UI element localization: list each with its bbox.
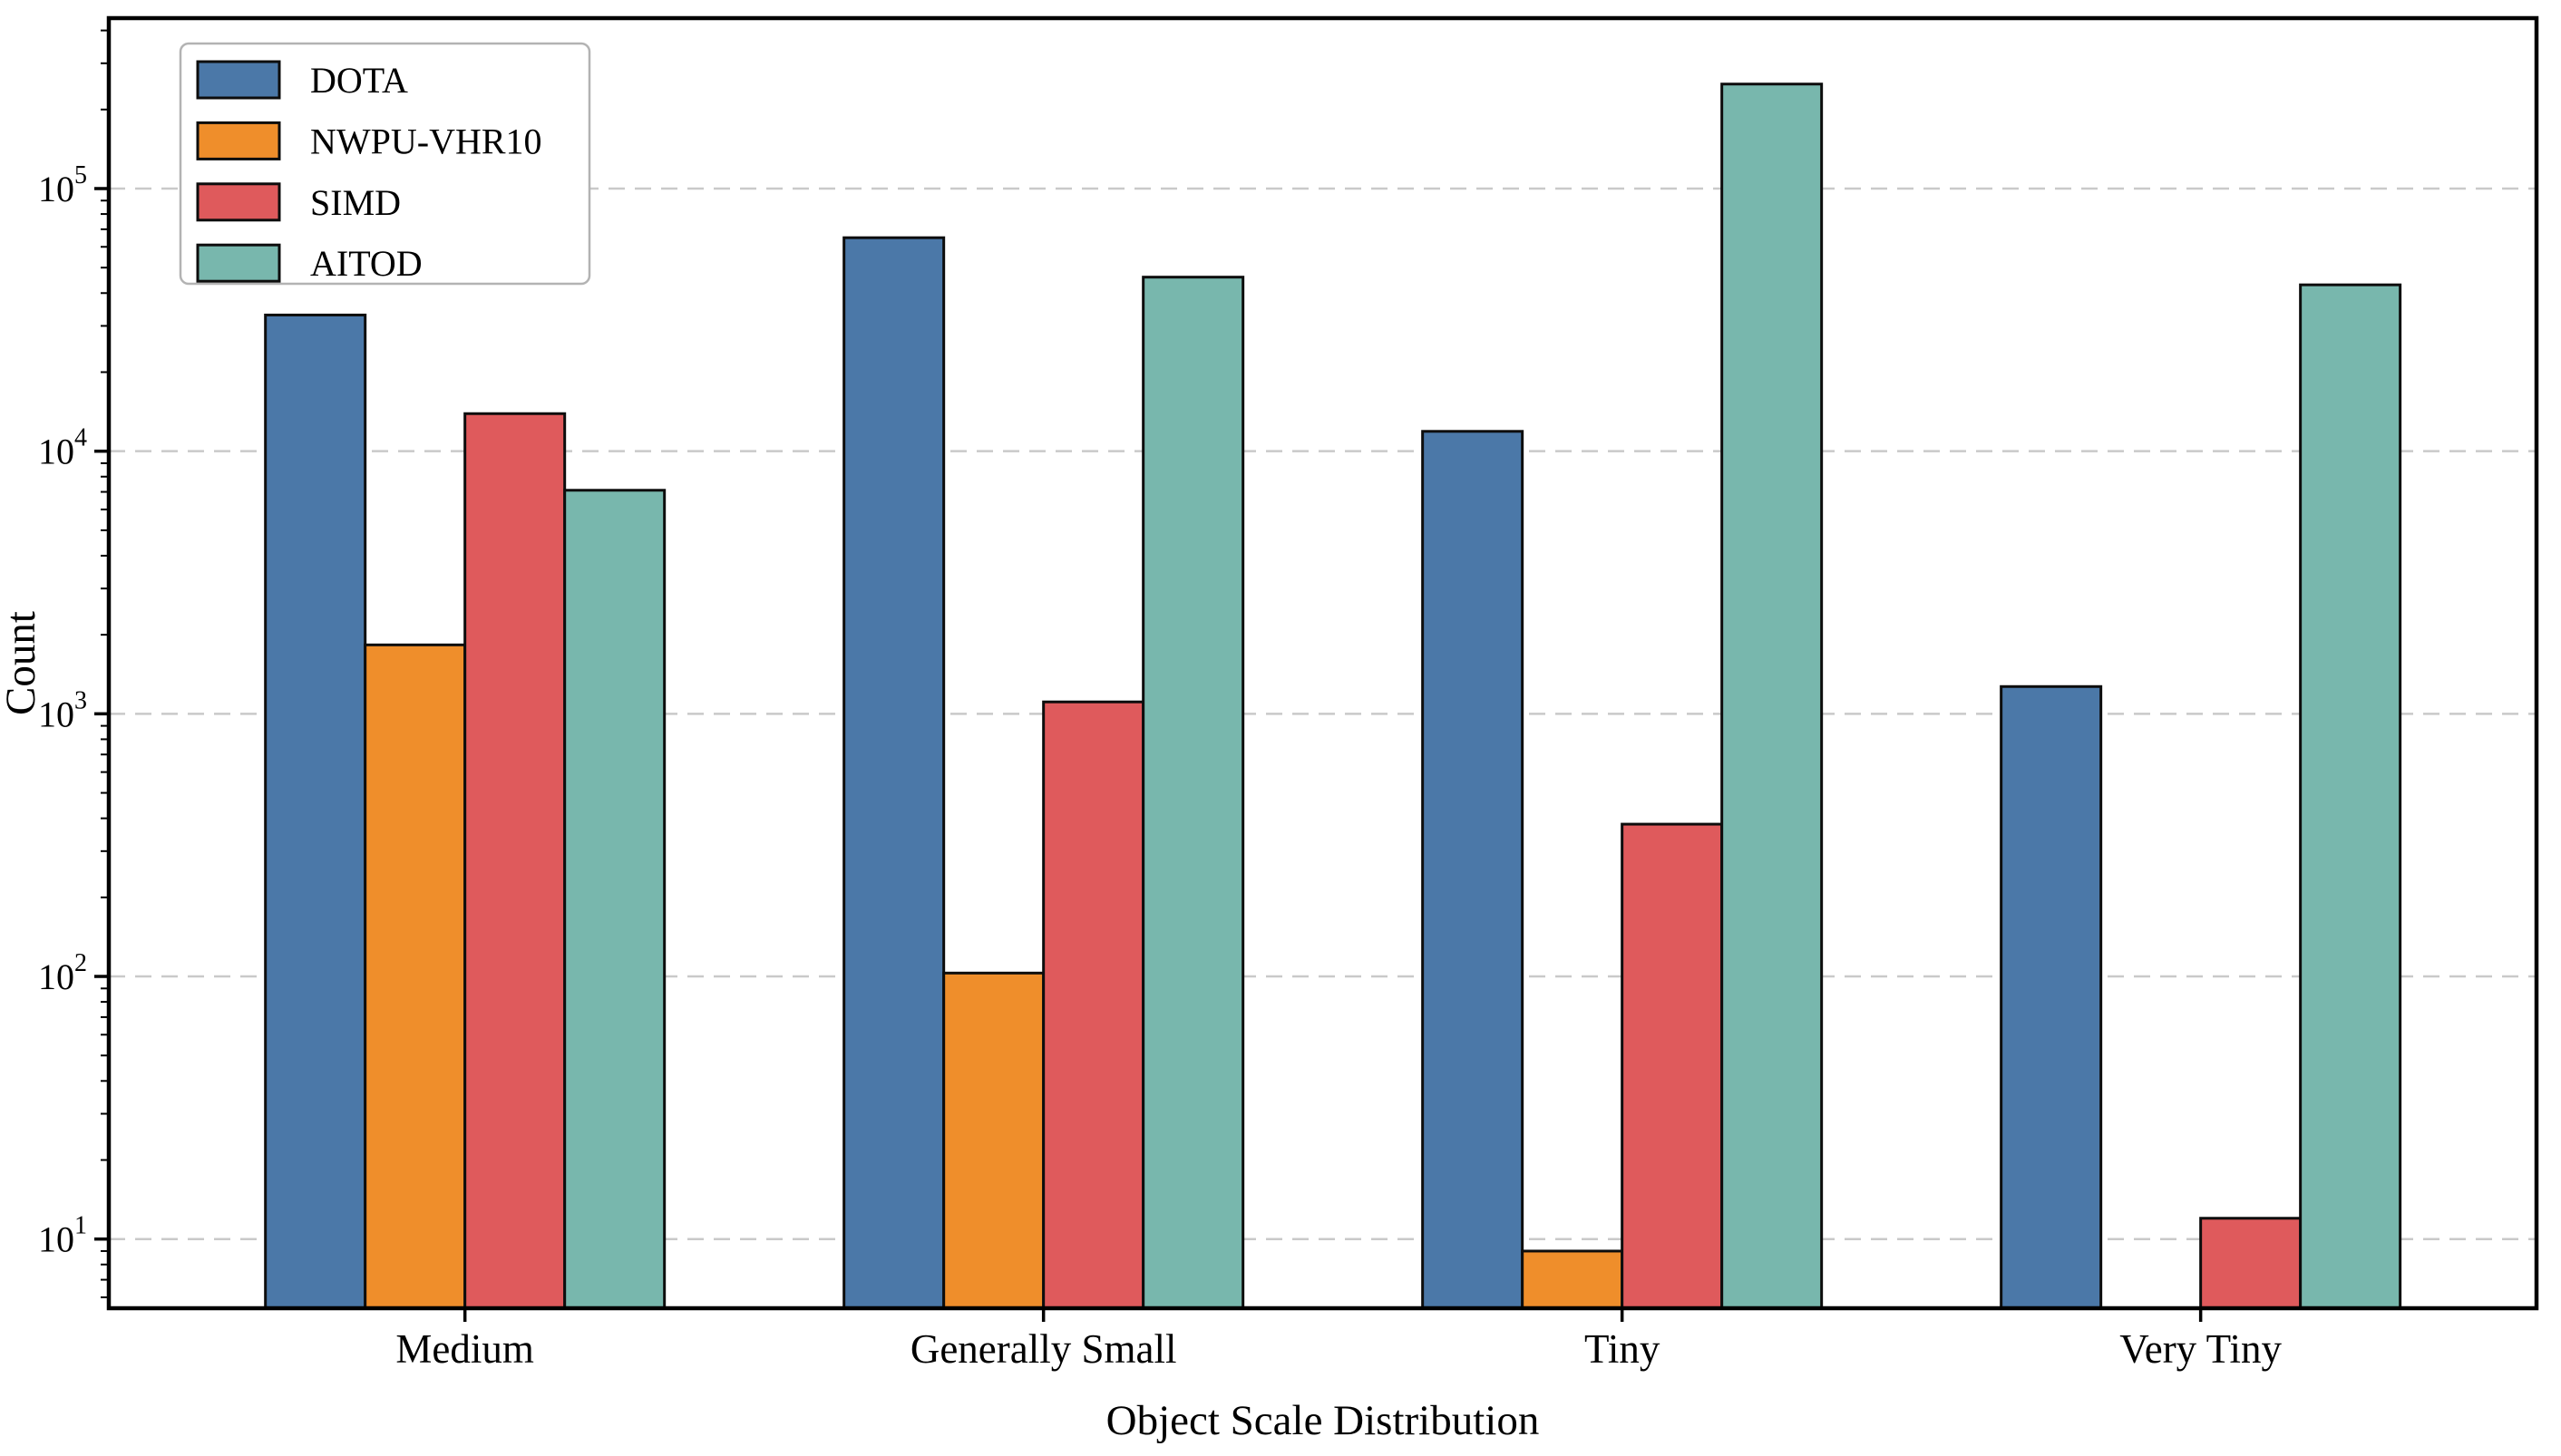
bar-dota-1 (842, 236, 946, 1310)
bar-simd-3 (2199, 1217, 2303, 1310)
legend-label-simd: SIMD (310, 182, 401, 223)
bar-simd-2 (1621, 822, 1724, 1310)
y-tick-label: 103 (38, 686, 87, 734)
bar-dota-3 (2000, 684, 2103, 1310)
bar-aitod-3 (2299, 283, 2402, 1310)
legend-swatch-nwpu-vhr10 (196, 121, 281, 160)
y-tick-label: 102 (38, 949, 87, 997)
legend-label-dota: DOTA (310, 60, 408, 101)
bar-aitod-0 (563, 489, 667, 1310)
bar-aitod-1 (1142, 276, 1245, 1310)
legend-box (179, 42, 591, 286)
bar-aitod-2 (1720, 83, 1824, 1310)
bar-simd-1 (1042, 700, 1145, 1310)
bar-dota-2 (1421, 430, 1524, 1310)
bar-dota-0 (264, 313, 367, 1310)
legend-label-aitod: AITOD (310, 243, 423, 284)
plot-frame (106, 15, 2539, 1311)
y-axis-title: Count (0, 611, 44, 715)
x-tick-label-1: Generally Small (910, 1326, 1177, 1372)
bar-simd-0 (463, 412, 567, 1310)
x-tick-label-0: Medium (395, 1326, 534, 1372)
y-tick-label: 105 (38, 161, 87, 209)
y-tick-label: 104 (38, 424, 87, 472)
bar-nwpu-vhr10-2 (1521, 1249, 1624, 1310)
bar-nwpu-vhr10-0 (364, 643, 467, 1310)
bar-nwpu-vhr10-1 (942, 971, 1046, 1310)
legend-swatch-simd (196, 182, 281, 222)
legend-swatch-dota (196, 60, 281, 100)
legend-label-nwpu-vhr10: NWPU-VHR10 (310, 121, 542, 161)
legend-swatch-aitod (196, 243, 281, 283)
x-axis-title: Object Scale Distribution (1106, 1397, 1540, 1444)
y-tick-label: 101 (38, 1212, 87, 1260)
x-tick-label-2: Tiny (1584, 1326, 1660, 1372)
x-tick-label-3: Very Tiny (2119, 1326, 2282, 1372)
